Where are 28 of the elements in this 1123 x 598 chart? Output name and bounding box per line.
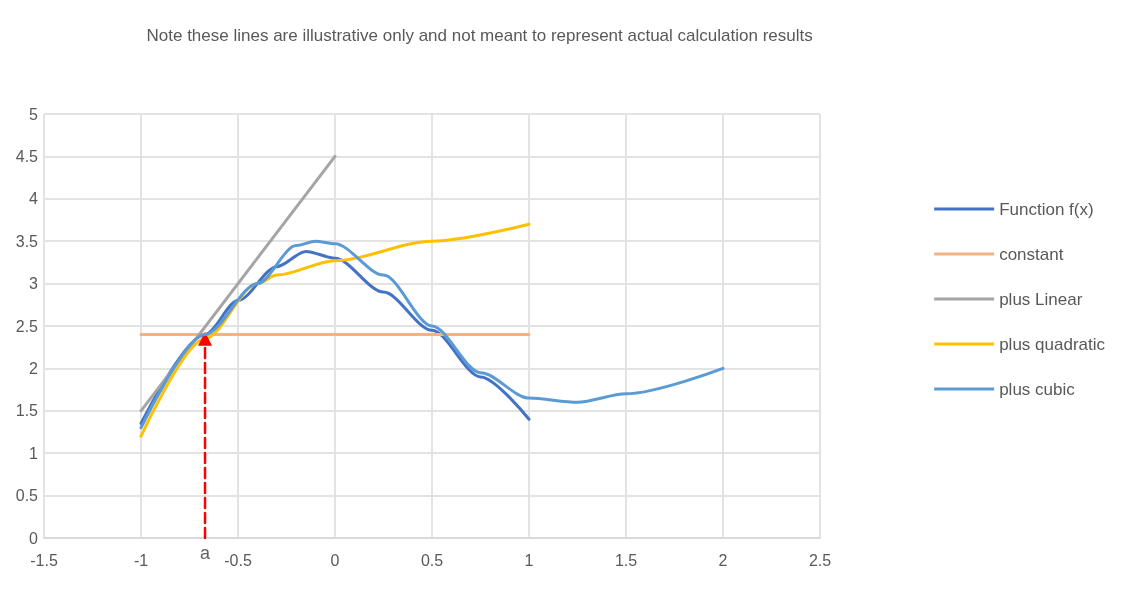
chart-title: Note these lines are illustrative only and not meant to represent actual calculation results [146, 25, 813, 45]
x-tick-label: 2.5 [808, 551, 832, 569]
y-tick-label: 1.5 [15, 402, 39, 420]
y-tick-label: 4.5 [15, 147, 39, 165]
y-tick-label: 5 [29, 105, 39, 123]
x-tick-label: -1.5 [30, 551, 58, 569]
y-tick-label: 0.5 [15, 487, 39, 505]
legend-label: Function f(x) [999, 199, 1094, 219]
x-tick-label: 2 [718, 551, 728, 569]
x-tick-label: 0.5 [420, 551, 444, 569]
y-tick-label: 3.5 [15, 232, 39, 250]
x-tick-label: 0 [330, 551, 340, 569]
legend-label: plus cubic [999, 379, 1076, 399]
x-tick-label: -0.5 [224, 551, 252, 569]
x-tick-label: 1 [524, 551, 534, 569]
y-tick-label: 4 [29, 190, 39, 208]
legend-label: constant [999, 244, 1064, 264]
annotation: a [200, 543, 212, 563]
legend-label: plus Linear [999, 289, 1083, 309]
y-tick-label: 1 [29, 444, 39, 462]
legend-label: plus quadratic [999, 334, 1106, 354]
y-tick-label: 3 [29, 275, 39, 293]
x-tick-label: 1.5 [614, 551, 638, 569]
y-tick-label: 2.5 [15, 317, 39, 335]
y-tick-label: 0 [29, 529, 39, 547]
x-tick-label: -1 [133, 551, 149, 569]
line-series [139, 239, 725, 430]
y-tick-label: 2 [29, 359, 39, 377]
